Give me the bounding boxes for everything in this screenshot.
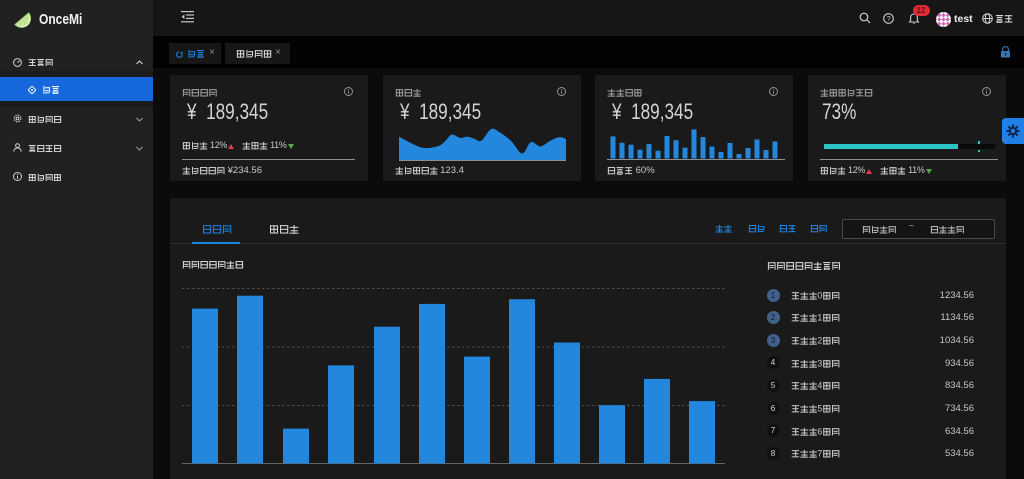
- svg-text:7: 7: [817, 449, 822, 458]
- svg-text:2: 2: [817, 336, 822, 345]
- svg-text:5: 5: [817, 404, 822, 413]
- svg-text:6: 6: [817, 427, 822, 436]
- svg-text:4: 4: [817, 381, 822, 390]
- svg-text:?: ?: [887, 16, 891, 23]
- svg-text:3: 3: [817, 359, 822, 368]
- svg-text:0: 0: [817, 291, 822, 300]
- svg-text:1: 1: [817, 313, 822, 322]
